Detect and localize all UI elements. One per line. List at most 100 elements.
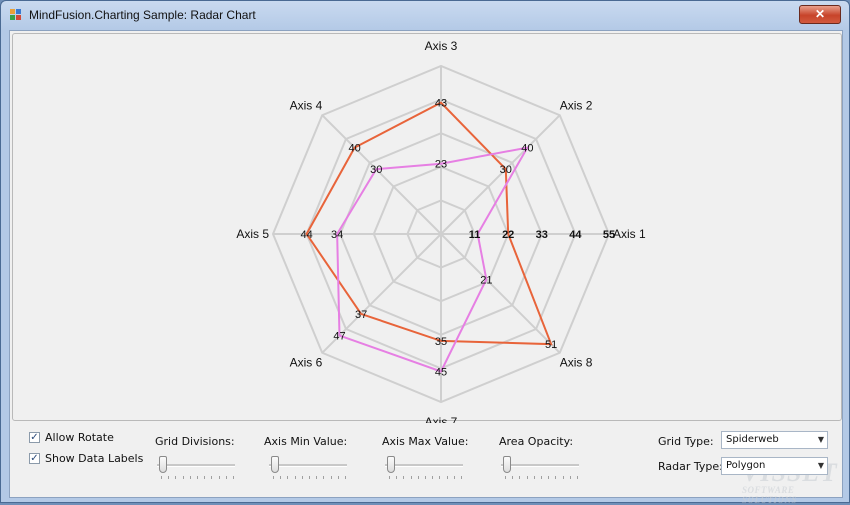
axis-spoke bbox=[321, 114, 442, 235]
slider-tick bbox=[323, 476, 325, 479]
axis-spoke bbox=[440, 114, 561, 235]
axis-label: Axis 4 bbox=[290, 98, 323, 112]
scale-label: 55 bbox=[603, 229, 615, 241]
title-bar[interactable]: MindFusion.Charting Sample: Radar Chart … bbox=[1, 1, 849, 30]
slider-tick bbox=[410, 476, 412, 479]
radar-type-dropdown[interactable]: Polygon ▼ bbox=[721, 457, 828, 475]
radar-chart-panel: 11 22 33 44 55 30 43 40 44 37 35 51 40 23 30 34 47 45 21 Ax… bbox=[12, 33, 842, 423]
slider-tick bbox=[294, 476, 296, 479]
data-label: 47 bbox=[333, 331, 345, 343]
axis-label: Axis 2 bbox=[560, 98, 593, 112]
show-data-labels-label: Show Data Labels bbox=[45, 452, 144, 465]
grid-type-value: Spiderweb bbox=[726, 434, 779, 445]
slider-tick bbox=[197, 476, 198, 479]
grid-divisions-slider[interactable] bbox=[157, 456, 239, 479]
slider-tick bbox=[337, 476, 339, 479]
radar-chart[interactable]: 11 22 33 44 55 30 43 40 44 37 35 51 40 23 30 34 47 45 21 Ax… bbox=[3, 3, 850, 423]
slider-tick bbox=[204, 476, 206, 479]
slider-tick bbox=[541, 476, 542, 479]
axis-label: Axis 8 bbox=[560, 356, 593, 370]
grid-type-label: Grid Type: bbox=[658, 435, 714, 448]
slider-tick bbox=[526, 476, 528, 479]
slider-thumb[interactable] bbox=[159, 456, 167, 473]
series-1-line bbox=[305, 101, 553, 346]
slider-tick bbox=[345, 476, 346, 479]
slider-ticks bbox=[505, 476, 579, 479]
axis-spoke bbox=[321, 233, 442, 354]
slider-tick bbox=[316, 476, 318, 479]
data-label: 40 bbox=[521, 143, 533, 155]
slider-tick bbox=[562, 476, 564, 479]
area-opacity-slider[interactable] bbox=[501, 456, 583, 479]
slider-ticks bbox=[161, 476, 235, 479]
data-label: 30 bbox=[370, 164, 382, 176]
data-label: 23 bbox=[435, 159, 447, 171]
slider-tick bbox=[403, 476, 405, 479]
data-label: 44 bbox=[300, 229, 312, 241]
client-area: 11 22 33 44 55 30 43 40 44 37 35 51 40 23 30 34 47 45 21 Ax… bbox=[9, 30, 843, 505]
chevron-down-icon[interactable]: ▼ bbox=[817, 435, 824, 444]
allow-rotate-check-icon[interactable]: ✓ bbox=[29, 432, 40, 443]
slider-tick bbox=[533, 476, 535, 479]
grid-type-dropdown[interactable]: Spiderweb ▼ bbox=[721, 431, 828, 449]
slider-thumb[interactable] bbox=[387, 456, 395, 473]
slider-tick bbox=[432, 476, 434, 479]
axis-spoke bbox=[440, 233, 561, 354]
slider-tick bbox=[182, 476, 184, 479]
slider-track bbox=[157, 464, 235, 467]
slider-thumb[interactable] bbox=[503, 456, 511, 473]
scale-label: 11 bbox=[469, 229, 481, 241]
axis-max-value-label: Axis Max Value: bbox=[382, 435, 469, 448]
radar-type-value: Polygon bbox=[726, 460, 766, 471]
data-label: 37 bbox=[355, 309, 367, 321]
slider-tick bbox=[512, 476, 514, 479]
chevron-down-icon[interactable]: ▼ bbox=[817, 461, 824, 470]
show-data-labels-check-icon[interactable]: ✓ bbox=[29, 453, 40, 464]
slider-ticks bbox=[389, 476, 463, 479]
area-opacity-label: Area Opacity: bbox=[499, 435, 574, 448]
slider-tick bbox=[417, 476, 419, 479]
scale-label: 22 bbox=[502, 229, 514, 241]
slider-tick bbox=[389, 476, 390, 479]
grid-divisions-label: Grid Divisions: bbox=[155, 435, 235, 448]
slider-tick bbox=[461, 476, 462, 479]
data-label: 43 bbox=[435, 98, 447, 110]
radar-type-label: Radar Type: bbox=[658, 460, 723, 473]
slider-tick bbox=[189, 476, 191, 479]
slider-tick bbox=[287, 476, 289, 479]
series-2-line bbox=[336, 146, 530, 373]
slider-track bbox=[269, 464, 347, 467]
close-button[interactable]: ✕ bbox=[799, 5, 841, 24]
slider-tick bbox=[446, 476, 448, 479]
slider-tick bbox=[330, 476, 332, 479]
slider-tick bbox=[301, 476, 303, 479]
slider-tick bbox=[505, 476, 506, 479]
allow-rotate-label: Allow Rotate bbox=[45, 431, 114, 444]
slider-tick bbox=[280, 476, 282, 479]
axis-min-value-slider[interactable] bbox=[269, 456, 351, 479]
data-label: 30 bbox=[500, 164, 512, 176]
slider-tick bbox=[161, 476, 162, 479]
window-title: MindFusion.Charting Sample: Radar Chart bbox=[29, 8, 256, 22]
slider-tick bbox=[168, 476, 170, 479]
axis-max-value-slider[interactable] bbox=[385, 456, 467, 479]
data-label: 35 bbox=[435, 336, 447, 348]
slider-tick bbox=[218, 476, 220, 479]
slider-tick bbox=[577, 476, 578, 479]
watermark-line2: SOFTWARE SOLUTIONS bbox=[742, 485, 798, 505]
axis-label: Axis 5 bbox=[236, 227, 269, 241]
slider-thumb[interactable] bbox=[271, 456, 279, 473]
slider-tick bbox=[425, 476, 426, 479]
data-label: 34 bbox=[331, 229, 343, 241]
axis-label: Axis 7 bbox=[425, 415, 458, 423]
slider-tick bbox=[453, 476, 455, 479]
scale-label: 44 bbox=[569, 229, 582, 241]
slider-tick bbox=[439, 476, 441, 479]
slider-tick bbox=[225, 476, 227, 479]
slider-tick bbox=[233, 476, 234, 479]
data-label: 21 bbox=[480, 274, 492, 286]
data-label: 45 bbox=[435, 366, 447, 378]
slider-tick bbox=[211, 476, 213, 479]
slider-tick bbox=[309, 476, 310, 479]
slider-track bbox=[501, 464, 579, 467]
